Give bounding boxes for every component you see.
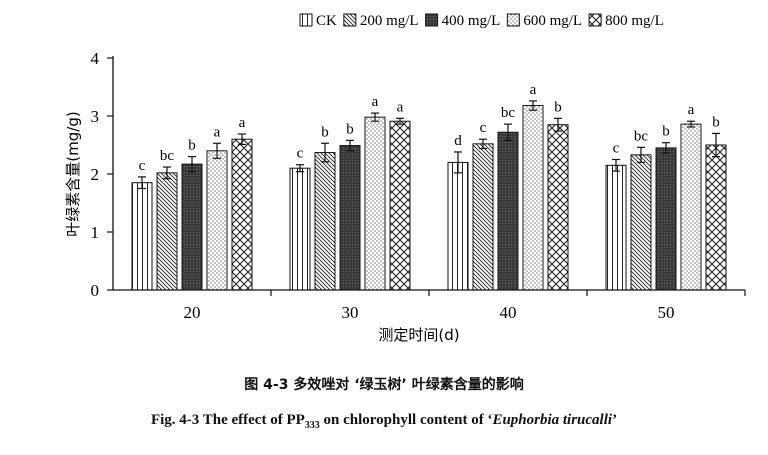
significance-letter: bc xyxy=(634,128,649,144)
legend-label: 200 mg/L xyxy=(360,13,419,29)
bar xyxy=(206,150,228,291)
bar xyxy=(314,152,336,291)
significance-letter: b xyxy=(712,114,720,130)
bar xyxy=(497,131,519,291)
legend-swatch xyxy=(588,13,602,27)
bar xyxy=(447,161,469,291)
figure-caption-chinese: 图 4-3 多效唑对 ‘绿玉树’ 叶绿素含量的影响 xyxy=(244,377,524,393)
figure-caption-english: Fig. 4-3 The effect of PP333 on chloroph… xyxy=(0,412,768,431)
significance-letter: bc xyxy=(501,105,516,121)
caption-en-part1: Fig. 4-3 The effect of PP xyxy=(150,412,305,428)
bar xyxy=(655,147,677,291)
x-axis-title: 测定时间(d) xyxy=(378,326,459,344)
significance-letter: b xyxy=(346,121,354,137)
caption-en-subscript: 333 xyxy=(304,420,320,431)
significance-letter: a xyxy=(239,115,246,131)
y-tick-label: 2 xyxy=(91,165,100,184)
significance-letter: b xyxy=(188,138,196,154)
significance-letter: c xyxy=(139,158,146,174)
bar xyxy=(289,167,311,291)
bar xyxy=(705,144,727,291)
significance-letter: d xyxy=(454,133,462,149)
legend-label: 400 mg/L xyxy=(442,13,501,29)
x-tick-label: 30 xyxy=(342,303,359,322)
bar xyxy=(630,154,652,291)
caption-en-species: Euphorbia tirucalli xyxy=(492,412,613,428)
bar xyxy=(131,182,153,291)
y-tick-label: 1 xyxy=(91,223,100,242)
legend-swatch xyxy=(506,13,520,27)
bar xyxy=(181,163,203,291)
bar xyxy=(472,143,494,291)
significance-letter: b xyxy=(321,124,329,140)
bar xyxy=(231,138,253,291)
x-tick-label: 50 xyxy=(658,303,675,322)
bar xyxy=(364,116,386,291)
significance-letter: c xyxy=(480,120,487,136)
bar xyxy=(389,120,411,291)
significance-letter: a xyxy=(214,124,221,140)
significance-letter: a xyxy=(530,82,537,98)
x-tick-label: 20 xyxy=(184,303,201,322)
legend-label: CK xyxy=(316,13,337,29)
bar xyxy=(547,124,569,291)
x-tick-label: 40 xyxy=(500,303,517,322)
significance-letter: b xyxy=(554,99,562,115)
significance-letter: a xyxy=(372,94,379,110)
significance-letter: c xyxy=(297,146,304,162)
legend-swatch xyxy=(299,13,313,27)
significance-letter: bc xyxy=(160,148,175,164)
bar xyxy=(680,123,702,291)
y-tick-label: 0 xyxy=(91,281,100,300)
significance-letter: c xyxy=(613,141,620,157)
bar xyxy=(522,105,544,291)
legend-swatch xyxy=(343,13,357,27)
y-axis-title: 叶绿素含量(mg/g) xyxy=(64,111,82,236)
legend-label: 600 mg/L xyxy=(523,13,582,29)
bar xyxy=(605,164,627,291)
bar xyxy=(156,172,178,291)
caption-en-part3: ’ xyxy=(612,412,618,428)
bar xyxy=(339,145,361,291)
legend-label: 800 mg/L xyxy=(605,13,664,29)
legend-swatch xyxy=(425,13,439,27)
y-tick-label: 3 xyxy=(91,107,100,126)
significance-letter: b xyxy=(662,124,670,140)
caption-en-part2: on chlorophyll content of ‘ xyxy=(319,412,493,428)
significance-letter: a xyxy=(397,99,404,115)
significance-letter: a xyxy=(688,102,695,118)
y-tick-label: 4 xyxy=(91,49,100,68)
